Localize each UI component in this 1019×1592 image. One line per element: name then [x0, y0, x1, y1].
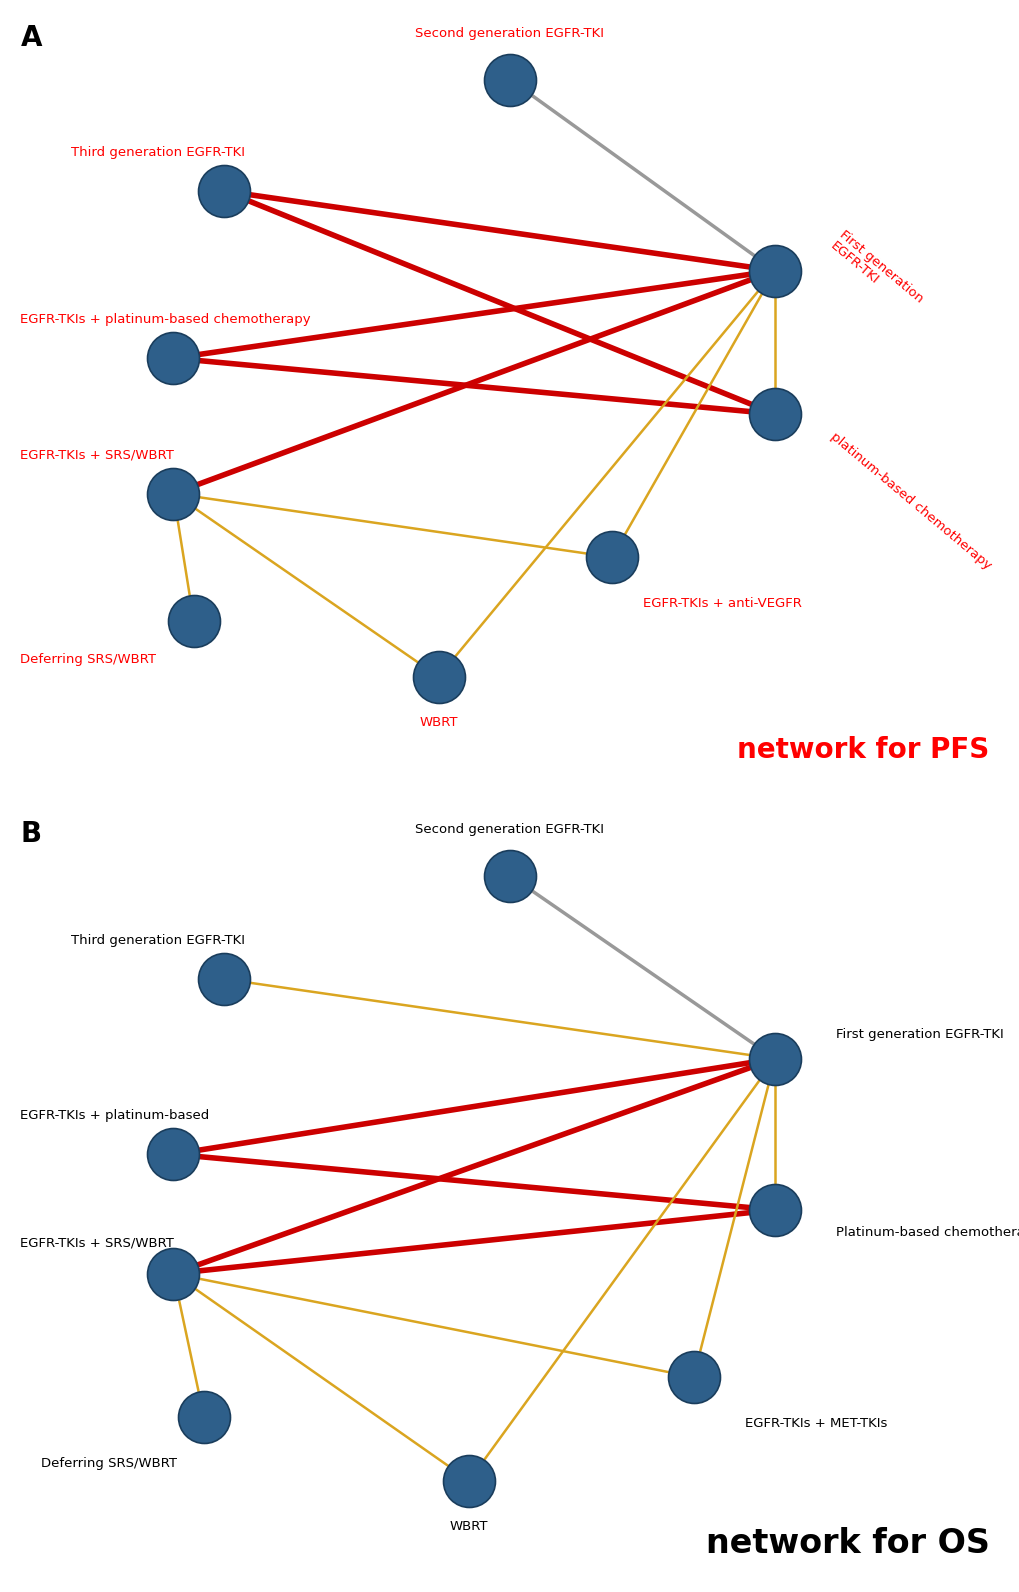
Text: Third generation EGFR-TKI: Third generation EGFR-TKI: [71, 146, 246, 159]
Text: network for OS: network for OS: [705, 1527, 988, 1560]
Text: Deferring SRS/WBRT: Deferring SRS/WBRT: [20, 653, 156, 665]
Text: Second generation EGFR-TKI: Second generation EGFR-TKI: [415, 823, 604, 836]
Text: A: A: [20, 24, 42, 53]
Point: [461, 1468, 477, 1493]
Point: [685, 1364, 701, 1390]
Text: Platinum-based chemotherapy: Platinum-based chemotherapy: [836, 1226, 1019, 1239]
Text: network for PFS: network for PFS: [737, 736, 988, 764]
Text: Deferring SRS/WBRT: Deferring SRS/WBRT: [41, 1457, 176, 1469]
Point: [501, 67, 518, 92]
Point: [501, 863, 518, 888]
Text: platinum-based chemotherapy: platinum-based chemotherapy: [827, 430, 993, 572]
Text: WBRT: WBRT: [449, 1520, 488, 1533]
Text: Third generation EGFR-TKI: Third generation EGFR-TKI: [71, 935, 246, 947]
Text: Second generation EGFR-TKI: Second generation EGFR-TKI: [415, 27, 604, 40]
Point: [603, 544, 620, 570]
Point: [766, 258, 783, 283]
Text: EGFR-TKIs + SRS/WBRT: EGFR-TKIs + SRS/WBRT: [20, 1237, 174, 1250]
Text: EGFR-TKIs + SRS/WBRT: EGFR-TKIs + SRS/WBRT: [20, 449, 174, 462]
Point: [216, 966, 232, 992]
Point: [196, 1404, 212, 1430]
Point: [766, 1197, 783, 1223]
Point: [216, 178, 232, 204]
Point: [766, 401, 783, 427]
Text: EGFR-TKIs + anti-VEGFR: EGFR-TKIs + anti-VEGFR: [642, 597, 801, 610]
Point: [165, 345, 181, 371]
Point: [766, 1046, 783, 1071]
Text: First generation
EGFR-TKI: First generation EGFR-TKI: [826, 228, 925, 317]
Text: B: B: [20, 820, 42, 849]
Point: [165, 1261, 181, 1286]
Point: [430, 664, 446, 689]
Text: EGFR-TKIs + platinum-based chemotherapy: EGFR-TKIs + platinum-based chemotherapy: [20, 314, 311, 326]
Point: [185, 608, 202, 634]
Text: EGFR-TKIs + platinum-based: EGFR-TKIs + platinum-based: [20, 1110, 210, 1122]
Text: First generation EGFR-TKI: First generation EGFR-TKI: [836, 1028, 1003, 1041]
Text: EGFR-TKIs + MET-TKIs: EGFR-TKIs + MET-TKIs: [744, 1417, 887, 1430]
Point: [165, 481, 181, 506]
Text: WBRT: WBRT: [419, 716, 458, 729]
Point: [165, 1141, 181, 1167]
